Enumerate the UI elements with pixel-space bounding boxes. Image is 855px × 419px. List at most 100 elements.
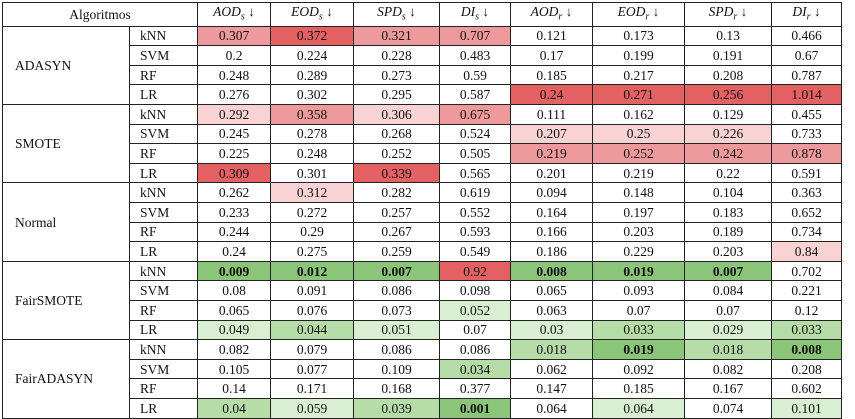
metric-cell: 0.191 (684, 45, 772, 66)
metric-cell: 0.84 (771, 241, 842, 262)
metric-cell: 0.063 (510, 300, 593, 321)
metric-cell: 0.13 (684, 25, 772, 47)
metric-cell: 0.029 (684, 319, 772, 341)
metric-cell: 0.183 (684, 202, 772, 223)
group-label: FairADASYN (2, 339, 130, 419)
metric-cell: 0.039 (353, 397, 440, 419)
metric-cell: 0.033 (771, 319, 842, 341)
metric-cell: 0.309 (197, 162, 271, 184)
metric-cell: 0.207 (510, 123, 593, 145)
metric-cell: 0.07 (439, 319, 511, 341)
metric-cell: 0.185 (510, 64, 593, 86)
metric-cell: 0.593 (439, 221, 511, 243)
metric-cell: 0.093 (592, 280, 685, 301)
group-label: FairSMOTE (2, 260, 130, 341)
metric-header: DIr ↓ (771, 2, 842, 27)
metric-cell: 0.077 (270, 358, 354, 380)
metric-cell: 0.59 (439, 64, 511, 86)
metric-cell: 0.07 (684, 300, 772, 321)
metric-cell: 0.591 (771, 162, 842, 184)
metric-cell: 0.07 (592, 300, 685, 321)
metric-cell: 0.466 (771, 25, 842, 47)
metric-cell: 0.602 (771, 378, 842, 399)
metric-cell: 0.007 (684, 260, 772, 282)
metric-cell: 0.086 (439, 339, 511, 360)
metric-cell: 0.059 (270, 397, 354, 419)
metric-cell: 0.24 (510, 84, 593, 106)
metric-cell: 0.076 (270, 300, 354, 321)
metric-cell: 0.019 (592, 339, 685, 360)
metric-cell: 0.129 (684, 104, 772, 125)
metric-cell: 0.073 (353, 300, 440, 321)
metric-cell: 0.224 (270, 45, 354, 66)
metric-cell: 0.007 (353, 260, 440, 282)
metric-cell: 0.675 (439, 104, 511, 125)
metric-cell: 0.051 (353, 319, 440, 341)
algorithm-label: SVM (129, 45, 198, 66)
metric-cell: 0.092 (592, 358, 685, 380)
metric-cell: 0.168 (353, 378, 440, 399)
metric-cell: 0.307 (197, 25, 271, 47)
table-body: ADASYN kNN 0.307 0.372 0.321 0.707 0.121 0.173 0… (2, 25, 842, 419)
metric-cell: 0.229 (592, 241, 685, 262)
metric-cell: 0.164 (510, 202, 593, 223)
results-table: Algoritmos AODs ↓ EODs ↓ SPDs ↓ DIs ↓ AO… (2, 2, 842, 419)
algorithm-label: RF (129, 300, 198, 321)
table-row: SMOTE kNN 0.292 0.358 0.306 0.675 0.111 0.162 0.… (2, 104, 842, 184)
metric-cell: 0.094 (510, 182, 593, 204)
metric-cell: 0.098 (439, 280, 511, 301)
metric-cell: 0.273 (353, 64, 440, 86)
table-row: SVM 0.233 0.272 0.257 0.552 0.164 0.197 0.183 0.… (3, 202, 842, 223)
metric-cell: 0.14 (197, 378, 271, 399)
metric-cell: 0.292 (197, 104, 271, 125)
metric-cell: 0.162 (592, 104, 685, 125)
table-row: SVM 0.2 0.224 0.228 0.483 0.17 0.199 0.191 0.67 (3, 45, 842, 66)
metric-cell: 0.185 (592, 378, 685, 399)
metric-header: EODs ↓ (270, 2, 354, 27)
table-row: FairADASYN kNN 0.082 0.079 0.086 0.086 0.018 0.… (2, 339, 842, 419)
metric-cell: 0.565 (439, 162, 511, 184)
table-row: RF 0.248 0.289 0.273 0.59 0.185 0.217 0.208 0.78… (3, 64, 842, 86)
metric-cell: 0.019 (592, 260, 685, 282)
metric-cell: 0.228 (353, 45, 440, 66)
metric-cell: 0.549 (439, 241, 511, 262)
algorithm-label: LR (129, 162, 198, 184)
metric-cell: 0.252 (592, 143, 685, 164)
metric-cell: 0.001 (439, 397, 511, 419)
metric-header: DIs ↓ (439, 2, 511, 27)
metric-cell: 0.262 (197, 182, 271, 204)
metric-cell: 0.652 (771, 202, 842, 223)
algorithm-label: RF (129, 64, 198, 86)
metric-cell: 0.173 (592, 25, 685, 47)
metric-cell: 0.257 (353, 202, 440, 223)
algorithm-label: kNN (129, 104, 198, 125)
table-row: RF 0.14 0.171 0.168 0.377 0.147 0.185 0.167 0.60… (3, 378, 842, 399)
metric-cell: 0.587 (439, 84, 511, 106)
metric-cell: 0.358 (270, 104, 354, 125)
metric-cell: 0.878 (771, 143, 842, 164)
metric-cell: 0.524 (439, 123, 511, 145)
metric-cell: 0.372 (270, 25, 354, 47)
metric-cell: 0.17 (510, 45, 593, 66)
metric-cell: 0.302 (270, 84, 354, 106)
algorithm-label: kNN (129, 260, 198, 282)
metric-cell: 0.064 (510, 397, 593, 419)
metric-cell: 0.306 (353, 104, 440, 125)
group-label: ADASYN (2, 25, 130, 106)
algorithm-label: SVM (129, 280, 198, 301)
algorithms-header: Algoritmos (2, 2, 198, 27)
metric-cell: 0.074 (684, 397, 772, 419)
metric-cell: 0.082 (197, 339, 271, 360)
metric-cell: 0.148 (592, 182, 685, 204)
metric-cell: 0.707 (439, 25, 511, 47)
algorithm-label: RF (129, 221, 198, 243)
metric-cell: 0.044 (270, 319, 354, 341)
metric-cell: 0.225 (197, 143, 271, 164)
metric-cell: 0.67 (771, 45, 842, 66)
metric-cell: 0.271 (592, 84, 685, 106)
metric-cell: 0.086 (353, 280, 440, 301)
metric-cell: 0.248 (270, 143, 354, 164)
metric-cell: 0.505 (439, 143, 511, 164)
metric-cell: 0.339 (353, 162, 440, 184)
algorithm-label: kNN (129, 182, 198, 204)
